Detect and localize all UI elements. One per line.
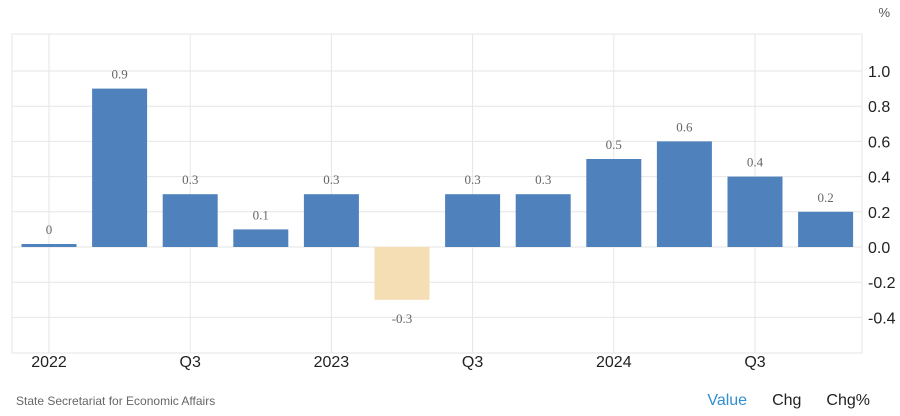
tab-chg[interactable]: Chg (772, 392, 802, 409)
bar[interactable] (21, 244, 77, 247)
y-tick-label: 0.0 (868, 240, 890, 257)
bars (21, 88, 854, 300)
bar[interactable] (798, 211, 854, 247)
data-label: 0.3 (323, 172, 339, 187)
x-axis-ticks: 2022 Q3 2023 Q3 2024 Q3 (31, 354, 766, 371)
y-tick-label: 0.4 (868, 170, 890, 187)
data-label: 0.3 (535, 172, 551, 187)
data-label: 0 (46, 222, 53, 237)
plot-frame (11, 33, 863, 354)
data-label: 0.9 (111, 67, 127, 82)
x-tick-label: Q3 (744, 354, 765, 371)
tab-chg-percent[interactable]: Chg% (826, 392, 870, 409)
data-label: -0.3 (392, 311, 413, 326)
bar[interactable] (374, 247, 430, 300)
data-label: 0.3 (182, 172, 198, 187)
bar[interactable] (515, 194, 571, 247)
bar[interactable] (445, 194, 501, 247)
x-tick-label: 2022 (31, 354, 67, 371)
bar[interactable] (303, 194, 359, 247)
bar[interactable] (727, 176, 783, 247)
y-tick-label: 0.6 (868, 134, 890, 151)
y-tick-label: 0.2 (868, 205, 890, 222)
bar[interactable] (656, 141, 712, 247)
x-tick-label: 2023 (314, 354, 350, 371)
y-tick-label: 1.0 (868, 64, 890, 81)
y-tick-label: 0.8 (868, 99, 890, 116)
x-tick-label: 2024 (596, 354, 632, 371)
data-label: 0.3 (464, 172, 480, 187)
bar[interactable] (162, 194, 218, 247)
bar[interactable] (92, 88, 148, 247)
data-label: 0.4 (747, 155, 764, 170)
y-tick-label: -0.2 (868, 275, 896, 292)
x-tick-label: Q3 (462, 354, 483, 371)
bar[interactable] (586, 159, 642, 247)
data-label: 0.6 (676, 119, 693, 134)
data-labels: 0 0.9 0.3 0.1 0.3 -0.3 0.3 0.3 0.5 0.6 0.4 0.2 (46, 67, 834, 326)
data-label: 0.1 (253, 207, 269, 222)
bar[interactable] (233, 229, 289, 247)
source-label: State Secretariat for Economic Affairs (16, 394, 216, 408)
tab-value[interactable]: Value (707, 392, 748, 409)
y-axis-unit: % (878, 5, 890, 20)
data-label: 0.2 (817, 190, 833, 205)
view-tabs: Value Chg Chg% (707, 392, 870, 410)
y-axis-ticks: 1.0 0.8 0.6 0.4 0.2 0.0 -0.2 -0.4 (868, 64, 896, 327)
data-label: 0.5 (606, 137, 622, 152)
y-tick-label: -0.4 (868, 310, 896, 327)
x-tick-label: Q3 (180, 354, 201, 371)
